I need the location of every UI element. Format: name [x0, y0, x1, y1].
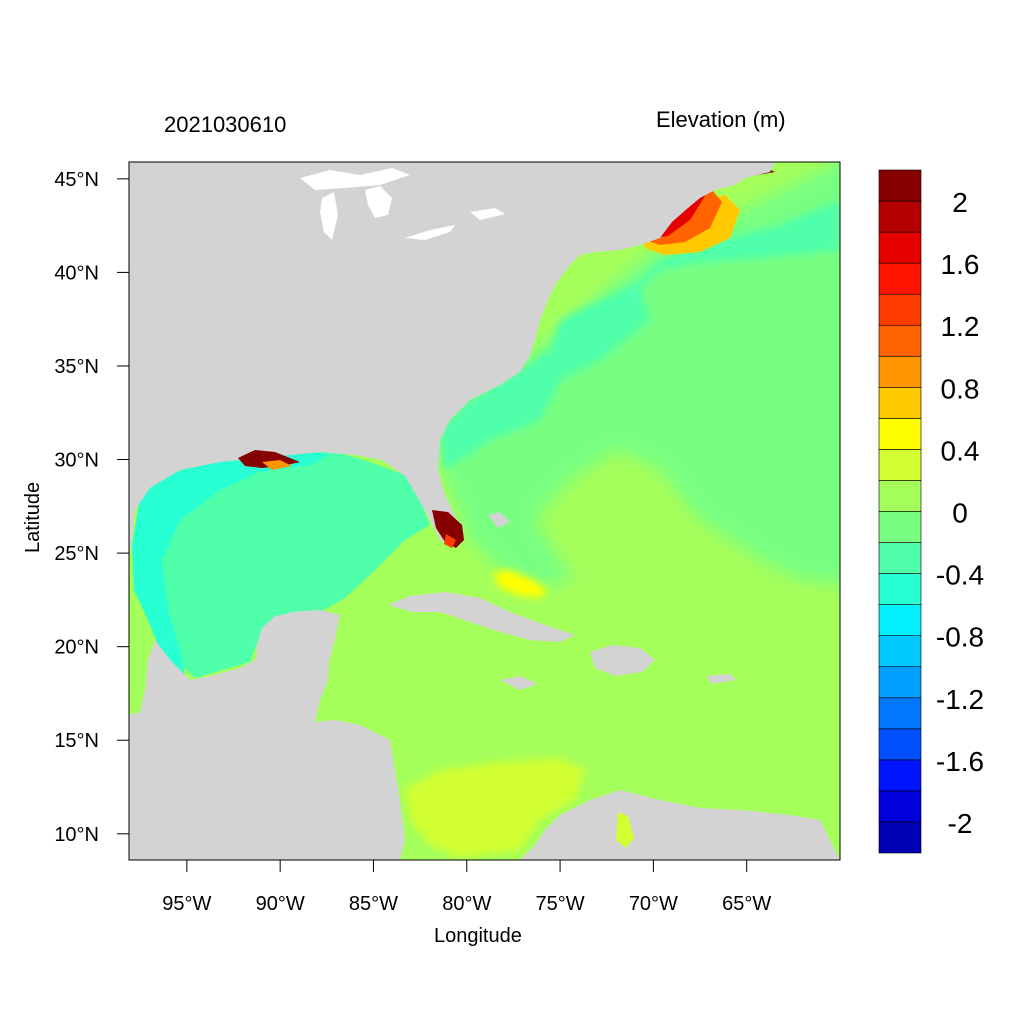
colorbar-label: 2: [952, 187, 968, 218]
colorbar-swatch: [878, 511, 922, 543]
hispaniola-land: [590, 645, 655, 676]
colorbar-label: -1.2: [936, 684, 984, 715]
caribbean-south-field: [405, 758, 585, 858]
bahamas-yellow-field: [492, 570, 548, 598]
x-tick-label: 65°W: [722, 893, 771, 915]
x-tick-label: 75°W: [536, 893, 585, 915]
colorbar-swatch: [878, 324, 922, 357]
louisiana-surge-orange: [262, 460, 292, 470]
gulf-west-shelf-field: [132, 450, 330, 675]
x-tick-label: 95°W: [162, 893, 211, 915]
colorbar-swatch: [878, 480, 922, 512]
shelf-field: [440, 200, 840, 470]
lake-huron: [365, 186, 392, 218]
colorbar-swatch: [878, 697, 922, 730]
colorbar-label: -2: [948, 808, 973, 839]
map-panel: [129, 162, 840, 860]
colorbar-label: 0.4: [941, 435, 980, 466]
colorbar-swatch: [878, 387, 922, 419]
y-tick-label: 25°N: [54, 543, 99, 565]
colorbar-swatch: [878, 293, 922, 326]
colorbar-swatch: [878, 759, 922, 792]
colorbar-label: -1.6: [936, 746, 984, 777]
gulf-field: [133, 450, 430, 678]
nw-atlantic-field: [430, 162, 840, 590]
colorbar-swatch: [878, 262, 922, 295]
maracaibo-lake: [616, 812, 634, 848]
florida-surge-edge: [444, 534, 456, 548]
north-america-land: [129, 162, 775, 560]
colorbar-label: -0.8: [936, 622, 984, 653]
x-axis: 95°W 90°W 85°W 80°W 75°W 70°W 65°W: [162, 860, 771, 915]
lake-erie: [405, 225, 455, 240]
colorbar-label: 0: [952, 498, 968, 529]
colorbar-label: 0.8: [941, 373, 980, 404]
lake-michigan: [320, 192, 338, 240]
y-axis: 45°N 40°N 35°N 30°N 25°N 20°N 15°N 10°N: [54, 169, 129, 846]
y-tick-label: 15°N: [54, 730, 99, 752]
colorbar-swatch: [878, 542, 922, 574]
colorbar-swatch: [878, 604, 922, 636]
central-america-land: [129, 612, 405, 860]
x-axis-title: Longitude: [434, 925, 522, 947]
colorbar-swatch: [878, 821, 922, 854]
florida-surge: [432, 510, 464, 548]
y-tick-label: 10°N: [54, 824, 99, 846]
x-tick-label: 80°W: [442, 893, 491, 915]
colorbar-swatch: [878, 418, 922, 450]
lake-ontario: [470, 208, 505, 220]
lake-superior: [300, 168, 410, 190]
south-america-land: [520, 790, 840, 860]
x-tick-label: 85°W: [349, 893, 398, 915]
colorbar-swatch: [878, 355, 922, 388]
colorbar-label: -0.4: [936, 560, 984, 591]
y-tick-label: 45°N: [54, 169, 99, 191]
colorbar-swatch: [878, 449, 922, 481]
colorbar-swatch: [878, 728, 922, 761]
variable-label: Elevation (m): [656, 107, 786, 132]
colorbar-swatch: [878, 573, 922, 605]
x-tick-label: 90°W: [256, 893, 305, 915]
colorbar-swatch: [878, 200, 922, 233]
puerto-rico-land: [706, 674, 736, 684]
colorbar-label: 1.6: [941, 249, 980, 280]
colorbar-swatch: [878, 231, 922, 264]
y-tick-label: 35°N: [54, 356, 99, 378]
timestamp-label: 2021030610: [164, 112, 287, 137]
colorbar-label: 1.2: [941, 311, 980, 342]
colorbar-swatch: [878, 790, 922, 823]
jamaica-land: [500, 676, 538, 690]
colorbar-swatch: [878, 169, 922, 202]
bahamas-land: [488, 512, 510, 528]
colorbar-swatch: [878, 666, 922, 699]
map-frame: [128, 161, 841, 861]
y-tick-label: 40°N: [54, 262, 99, 284]
colorbar-swatch: [878, 635, 922, 668]
colorbar: -2 -1.6 -1.2 -0.8 -0.4 0 0.4 0.8 1.2 1.6 2: [878, 169, 984, 854]
y-tick-label: 30°N: [54, 450, 99, 472]
yucatan-land: [256, 610, 340, 715]
y-tick-label: 20°N: [54, 637, 99, 659]
x-tick-label: 70°W: [629, 893, 678, 915]
cuba-land: [388, 592, 575, 642]
